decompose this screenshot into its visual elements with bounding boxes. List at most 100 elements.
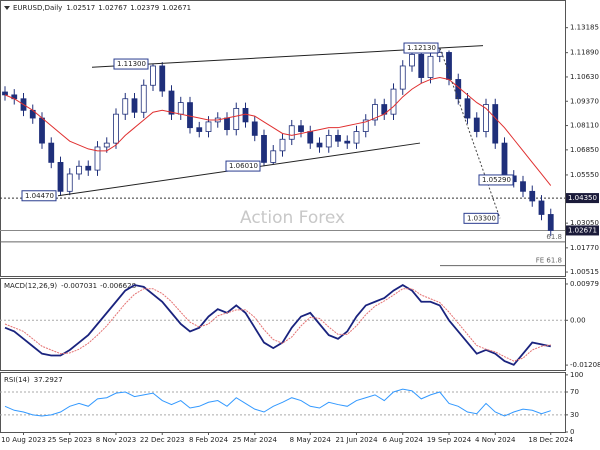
annotation-box — [225, 160, 261, 172]
annotation-box — [403, 42, 439, 54]
candle-body — [399, 65, 406, 90]
candle-body — [372, 104, 378, 121]
candle-body — [473, 117, 480, 132]
y-tick-label: 0.00979 — [570, 280, 599, 288]
price-box — [566, 193, 599, 204]
annotation-label: 1.06010 — [229, 162, 258, 170]
price-box-label: 1.04350 — [568, 194, 597, 202]
x-tick-label: 6 Aug 2024 — [383, 436, 424, 444]
panel-title: EURUSD,Daily — [13, 4, 62, 12]
candle-body — [344, 140, 351, 144]
annotation-label: 1.05290 — [482, 176, 511, 184]
candle-body — [436, 52, 443, 57]
candle-body — [159, 65, 166, 92]
candle-body — [409, 53, 415, 67]
rsi-panel — [0, 372, 566, 433]
candle-body — [242, 107, 249, 123]
panel-title: MACD(12,26,9) — [4, 282, 57, 290]
y-tick-label: 1.13185 — [570, 24, 599, 32]
header-value: 1.02379 — [130, 4, 159, 12]
candle-body — [66, 173, 73, 192]
candle-body — [418, 53, 425, 78]
x-tick-label: 8 May 2024 — [290, 436, 332, 444]
candle-body — [140, 84, 147, 113]
x-tick-label: 8 Feb 2024 — [189, 436, 229, 444]
y-tick-label: 1.05550 — [570, 171, 599, 179]
candle-body — [298, 125, 304, 132]
x-tick-label: 22 Dec 2023 — [140, 436, 185, 444]
candle-body — [529, 190, 536, 202]
y-tick-label: 1.10630 — [570, 73, 599, 81]
candle-body — [187, 102, 193, 129]
header-value: 37.2927 — [34, 376, 63, 384]
candle-body — [113, 113, 119, 144]
y-tick-label: 1.09370 — [570, 97, 599, 105]
candle-body — [353, 131, 360, 144]
header-value: 1.02671 — [162, 4, 191, 12]
y-tick-label: 70 — [570, 388, 579, 396]
fib-label: FE 61.8 — [536, 257, 562, 265]
candle-body — [196, 127, 203, 132]
candle-body — [131, 98, 138, 113]
header-value: 1.02767 — [98, 4, 127, 12]
annotation-label: 1.11300 — [117, 60, 146, 68]
candle-body — [94, 146, 101, 171]
candle-body — [547, 214, 554, 231]
price-box — [566, 225, 599, 236]
watermark: Action Forex — [240, 208, 345, 228]
candle-body — [168, 90, 175, 115]
candle-body — [288, 125, 295, 140]
y-tick-label: 1.06850 — [570, 146, 599, 154]
candle-body — [335, 134, 341, 142]
macd-panel — [0, 278, 566, 371]
symbol-arrow — [4, 6, 10, 10]
series-line — [4, 288, 551, 362]
candle-body — [150, 65, 156, 86]
candle-body — [85, 165, 92, 171]
x-tick-label: 25 Sep 2023 — [48, 436, 92, 444]
candle-body — [538, 200, 545, 215]
price-panel — [0, 0, 566, 277]
candle-body — [251, 121, 258, 136]
annotation-label: 1.03300 — [467, 214, 496, 222]
annotation-box — [113, 58, 149, 70]
annotation-box — [21, 190, 57, 202]
candle-body — [307, 131, 314, 144]
header-value: -0.007031 — [61, 282, 97, 290]
candle-body — [224, 117, 230, 131]
candle-body — [390, 88, 397, 115]
header-value: 1.02517 — [66, 4, 95, 12]
annotation-label: 1.04470 — [25, 192, 54, 200]
candle-body — [48, 142, 55, 163]
y-tick-label: -0.01208 — [570, 361, 600, 369]
x-tick-label: 19 Sep 2024 — [427, 436, 472, 444]
candle-body — [483, 104, 489, 132]
candle-body — [2, 91, 8, 96]
y-tick-label: 0.00 — [570, 316, 586, 324]
candle-body — [57, 161, 64, 192]
candle-body — [122, 98, 129, 115]
candle-body — [464, 98, 471, 119]
candle-body — [103, 142, 110, 148]
candle-body — [316, 142, 323, 148]
annotation-box — [478, 174, 514, 186]
y-tick-label: 1.08110 — [570, 122, 599, 130]
x-tick-label: 8 Nov 2023 — [96, 436, 136, 444]
candle-body — [362, 119, 369, 132]
x-tick-label: 4 Nov 2024 — [475, 436, 516, 444]
header-value: -0.006628 — [100, 282, 136, 290]
candle-body — [177, 102, 184, 115]
series-line — [4, 388, 551, 417]
candle-body — [76, 165, 82, 175]
fib-label: 61.8 — [546, 233, 562, 241]
price-box-label: 1.02671 — [568, 226, 597, 234]
x-tick-label: 10 Aug 2023 — [1, 436, 46, 444]
candle-body — [205, 121, 212, 132]
series-line — [4, 77, 552, 186]
candle-body — [279, 138, 286, 152]
candle-body — [446, 52, 452, 80]
y-tick-label: 0 — [570, 428, 574, 436]
y-tick-label: 1.01770 — [570, 244, 599, 252]
